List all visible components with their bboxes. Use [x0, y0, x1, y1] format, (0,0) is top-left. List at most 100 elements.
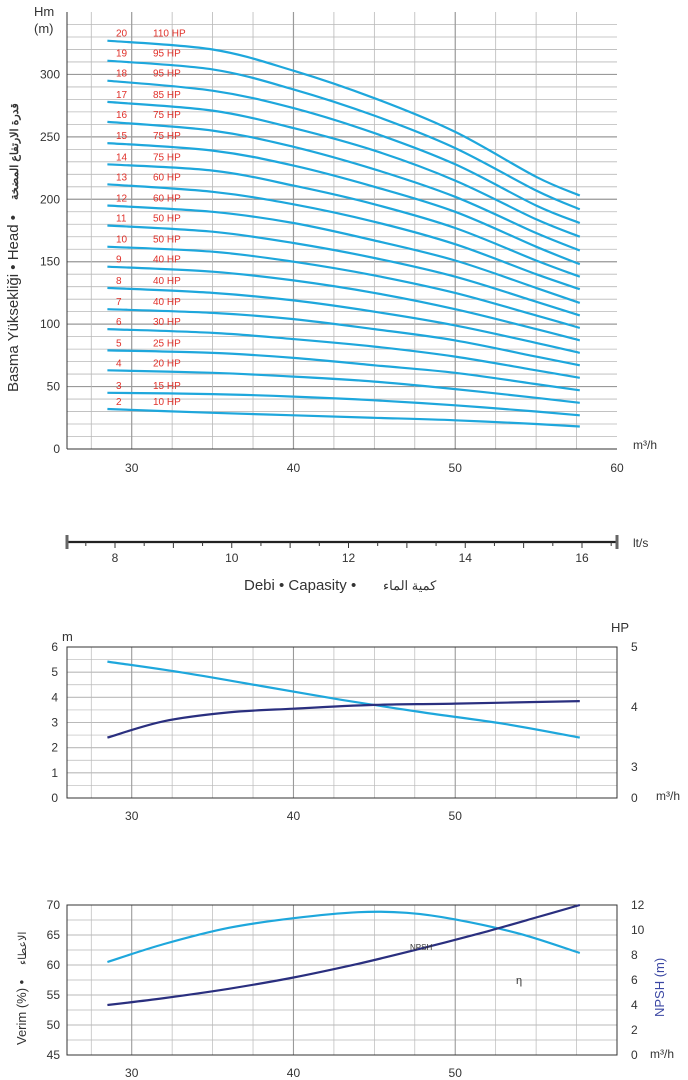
power-curve	[107, 700, 580, 739]
stage-count-label: 5	[116, 338, 122, 349]
stage-count-label: 9	[116, 255, 122, 266]
x-unit: m³/h	[650, 1047, 674, 1061]
y-left-tick-label: 65	[47, 928, 61, 942]
y-unit-paren: (m)	[34, 21, 54, 36]
head-curve	[107, 39, 581, 197]
flow-tick-label: 12	[342, 551, 356, 565]
y-left-unit: m	[62, 629, 73, 644]
x-tick-label: 40	[287, 461, 301, 475]
y-tick-label: 100	[40, 317, 60, 331]
y-left-tick-label: 2	[51, 741, 58, 755]
stage-count-label: 6	[116, 317, 122, 328]
stage-power-label: 40 HP	[153, 255, 181, 266]
y-right-tick-label: 2	[631, 1023, 638, 1037]
y-left-tick-label: 70	[47, 898, 61, 912]
stage-count-label: 3	[116, 381, 122, 392]
x-tick-label: 30	[125, 1066, 139, 1080]
head-curve	[107, 163, 581, 278]
x-tick-label: 50	[449, 809, 463, 823]
y-axis-title: Basma Yüksekliği • Head • قدرة الارتفاع ا…	[5, 103, 22, 392]
y-left-tick-label: 3	[51, 716, 58, 730]
stage-count-label: 16	[116, 110, 128, 121]
y-tick-label: 250	[40, 130, 60, 144]
y-left-axis-title-text: Verim (%) •	[14, 979, 29, 1045]
stage-power-label: 60 HP	[153, 194, 181, 205]
efficiency-npsh-chart: 45 50 55 60 65 70 0 2 4 6 8 10 12 30 40 50 m³/h Verim (%)…	[14, 898, 674, 1080]
flow-tick-label: 8	[112, 551, 119, 565]
y-left-tick-label: 5	[51, 665, 58, 679]
head-curve	[107, 308, 581, 367]
npsh-curve	[107, 660, 580, 739]
stage-power-label: 95 HP	[153, 69, 181, 80]
x-tick-label: 40	[287, 1066, 301, 1080]
y-left-axis-title: Verim (%) • الاعطاء	[14, 932, 29, 1045]
y-left-tick-label: 50	[47, 1018, 61, 1032]
y-right-tick-label: 10	[631, 923, 645, 937]
head-curve	[107, 59, 581, 211]
head-curve	[107, 349, 580, 392]
flow-tick-label: 16	[575, 551, 589, 565]
y-left-tick-label: 60	[47, 958, 61, 972]
stage-power-label: 95 HP	[153, 49, 181, 60]
head-chart: 0 50 100 150 200 250 300 30 40 50 60 Hm (m) m³/h Basma…	[5, 4, 657, 475]
stage-power-label: 75 HP	[153, 110, 181, 121]
y-right-tick-label: 12	[631, 898, 645, 912]
y-right-tick-label: 8	[631, 948, 638, 962]
x-tick-label: 30	[125, 461, 139, 475]
y-right-unit: HP	[611, 620, 629, 635]
efficiency-curve	[107, 910, 581, 964]
stage-count-label: 14	[116, 152, 128, 163]
head-curve	[107, 120, 581, 252]
y-unit: Hm	[34, 4, 54, 19]
npsh-power-chart: 0 1 2 3 4 5 6 0 3 4 5 30 40 50 m HP m³/h	[51, 620, 680, 823]
head-curve	[107, 391, 580, 417]
stage-power-label: 50 HP	[153, 214, 181, 225]
flow-unit: lt/s	[633, 536, 648, 550]
y-left-tick-label: 4	[51, 690, 58, 704]
x-tick-label: 40	[287, 809, 301, 823]
stage-power-label: 25 HP	[153, 338, 181, 349]
plot-frame	[66, 646, 618, 799]
stage-count-label: 2	[116, 397, 122, 408]
y-axis-title-text: Basma Yüksekliği • Head •	[5, 215, 22, 392]
head-curve	[107, 79, 581, 225]
y-right-tick-label: 3	[631, 760, 638, 774]
y-tick-label: 200	[40, 192, 60, 206]
stage-power-label: 40 HP	[153, 297, 181, 308]
y-right-axis-title-text: NPSH (m)	[652, 958, 667, 1017]
head-curve	[107, 328, 580, 379]
y-left-tick-label: 1	[51, 766, 58, 780]
x-unit: m³/h	[633, 438, 657, 452]
y-left-axis-title-arabic: الاعطاء	[17, 932, 29, 965]
x-tick-label: 30	[125, 809, 139, 823]
head-curve	[107, 407, 580, 428]
y-right-tick-label: 4	[631, 998, 638, 1012]
stage-power-label: 110 HP	[153, 29, 186, 40]
stage-power-label: 75 HP	[153, 131, 181, 142]
stage-power-label: 30 HP	[153, 317, 181, 328]
stage-count-label: 13	[116, 172, 128, 183]
stage-power-label: 50 HP	[153, 235, 181, 246]
head-curve	[107, 369, 580, 404]
stage-count-label: 11	[116, 214, 127, 225]
y-tick-label: 50	[47, 380, 61, 394]
stage-count-label: 4	[116, 358, 122, 369]
stage-power-label: 20 HP	[153, 358, 181, 369]
y-right-tick-label: 0	[631, 1048, 638, 1062]
efficiency-series-label: η	[516, 975, 522, 987]
stage-count-label: 12	[116, 194, 128, 205]
npsh-curve	[107, 903, 581, 1007]
y-right-tick-label: 5	[631, 640, 638, 654]
head-curve	[107, 224, 581, 317]
stage-count-label: 18	[116, 69, 128, 80]
y-tick-label: 0	[53, 442, 60, 456]
head-curve	[107, 265, 581, 342]
flow-tick-label: 10	[225, 551, 239, 565]
stage-count-label: 7	[116, 297, 122, 308]
stage-count-label: 19	[116, 49, 128, 60]
stage-count-label: 10	[116, 235, 128, 246]
y-tick-label: 150	[40, 255, 60, 269]
stage-count-label: 8	[116, 276, 122, 287]
head-curve	[107, 204, 581, 304]
